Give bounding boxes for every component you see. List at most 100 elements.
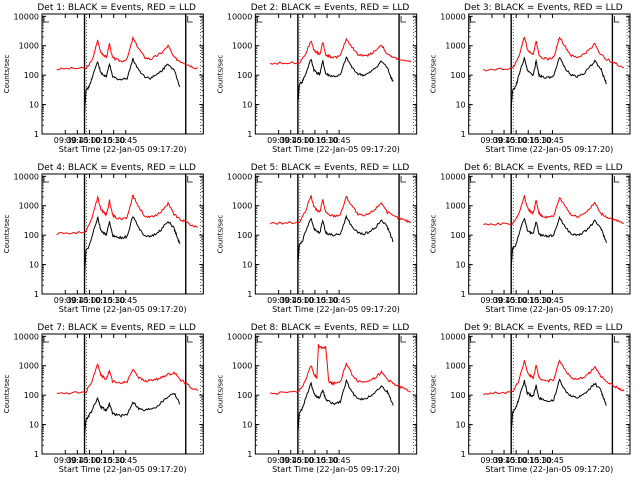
lld-series-line <box>269 195 412 225</box>
x-tick-label: 10:00 <box>505 136 528 145</box>
y-tick-label: 10 <box>242 261 252 270</box>
x-tick-label: 10:45 <box>541 136 564 145</box>
x-tick-label: 09:45 <box>66 456 89 465</box>
plot-frame <box>254 333 418 455</box>
x-tick-label: 10:15 <box>517 136 540 145</box>
y-tick-label: 1000 <box>232 362 252 371</box>
x-tick-label: 09:30 <box>480 456 503 465</box>
y-tick-label: 1 <box>34 290 39 299</box>
corner-marker <box>187 16 193 23</box>
lld-series-line <box>483 36 625 72</box>
panel-title: Det 2: BLACK = Events, RED = LLD <box>251 3 410 13</box>
x-tick-label: 09:45 <box>279 296 302 305</box>
y-tick-label: 100 <box>24 231 39 240</box>
panel-title: Det 3: BLACK = Events, RED = LLD <box>464 3 623 13</box>
lld-series-line <box>483 195 625 226</box>
lld-series-line <box>483 359 625 396</box>
panel-title: Det 9: BLACK = Events, RED = LLD <box>464 323 623 333</box>
x-tick-label: 10:00 <box>505 456 528 465</box>
plot-frame <box>468 173 631 295</box>
events-series-line <box>510 56 607 109</box>
y-tick-label: 10 <box>242 421 252 430</box>
panel-title: Det 6: BLACK = Events, RED = LLD <box>464 163 623 173</box>
x-tick-label: 09:30 <box>267 456 290 465</box>
y-tick-label: 1 <box>247 290 252 299</box>
corner-marker <box>470 16 476 23</box>
x-tick-label: 10:30 <box>529 136 552 145</box>
y-tick-label: 1 <box>247 130 252 139</box>
y-tick-label: 10 <box>455 101 465 110</box>
detector-panel: Det 3: BLACK = Events, RED = LLD 1 10 100 10… <box>430 3 631 154</box>
x-tick-label: 10:45 <box>541 296 564 305</box>
events-series-line <box>510 216 607 267</box>
x-tick-label: 10:15 <box>303 296 326 305</box>
y-tick-label: 10000 <box>440 172 465 181</box>
y-tick-label: 1000 <box>232 202 252 211</box>
y-tick-label: 100 <box>237 231 252 240</box>
x-axis-label: Start Time (22-Jan-05 09:17:20) <box>485 145 613 154</box>
x-tick-label: 09:45 <box>493 136 516 145</box>
x-tick-label: 10:00 <box>291 456 314 465</box>
detector-panel: Det 1: BLACK = Events, RED = LLD 1 10 100 10… <box>3 3 204 154</box>
y-tick-label: 1 <box>34 450 39 459</box>
y-tick-label: 1000 <box>19 42 39 51</box>
y-tick-label: 100 <box>237 71 252 80</box>
x-tick-label: 10:45 <box>328 456 351 465</box>
y-tick-label: 10000 <box>14 172 39 181</box>
corner-marker <box>187 336 193 343</box>
corner-marker <box>614 16 620 23</box>
x-tick-label: 10:15 <box>517 296 540 305</box>
x-axis-label: Start Time (22-Jan-05 09:17:20) <box>272 145 400 154</box>
x-tick-label: 10:45 <box>114 456 137 465</box>
y-axis-label: Counts/sec <box>3 375 11 414</box>
x-tick-label: 10:00 <box>291 296 314 305</box>
x-tick-label: 10:15 <box>90 136 113 145</box>
x-tick-label: 10:45 <box>328 136 351 145</box>
panel-title: Det 4: BLACK = Events, RED = LLD <box>37 163 196 173</box>
plot-frame <box>41 333 204 455</box>
panel-title: Det 5: BLACK = Events, RED = LLD <box>251 163 410 173</box>
detector-panel: Det 8: BLACK = Events, RED = LLD 1 10 100 10… <box>216 323 418 474</box>
corner-marker <box>470 176 476 183</box>
x-tick-label: 10:15 <box>303 456 326 465</box>
x-tick-label: 10:00 <box>78 456 101 465</box>
y-tick-label: 1000 <box>445 202 465 211</box>
detector-panel: Det 5: BLACK = Events, RED = LLD 1 10 100 10… <box>216 163 418 314</box>
corner-marker <box>400 176 407 183</box>
x-axis-label: Start Time (22-Jan-05 09:17:20) <box>59 145 187 154</box>
x-tick-label: 09:30 <box>54 296 77 305</box>
y-tick-label: 10 <box>29 421 39 430</box>
y-tick-label: 100 <box>450 71 465 80</box>
x-tick-label: 10:30 <box>529 456 552 465</box>
y-tick-label: 10000 <box>227 172 252 181</box>
y-axis-label: Counts/sec <box>216 55 224 94</box>
y-axis-label: Counts/sec <box>216 215 224 254</box>
y-tick-label: 10 <box>29 101 39 110</box>
y-tick-label: 10000 <box>440 12 465 21</box>
y-tick-label: 100 <box>24 71 39 80</box>
x-axis-label: Start Time (22-Jan-05 09:17:20) <box>485 305 613 314</box>
x-tick-label: 09:45 <box>279 136 302 145</box>
panel-title: Det 7: BLACK = Events, RED = LLD <box>37 323 196 333</box>
y-axis-label: Counts/sec <box>430 375 438 414</box>
events-series-line <box>84 216 181 277</box>
x-tick-label: 10:45 <box>114 136 137 145</box>
x-axis-label: Start Time (22-Jan-05 09:17:20) <box>59 305 187 314</box>
corner-marker <box>614 176 620 183</box>
y-tick-label: 100 <box>24 391 39 400</box>
x-tick-label: 10:30 <box>529 296 552 305</box>
plot-frame <box>254 13 418 135</box>
lld-series-line <box>269 37 412 65</box>
lld-series-line <box>56 194 198 236</box>
y-tick-label: 10 <box>29 261 39 270</box>
y-tick-label: 1000 <box>19 202 39 211</box>
x-tick-label: 09:30 <box>267 136 290 145</box>
y-tick-label: 1000 <box>445 362 465 371</box>
corner-marker <box>256 176 263 183</box>
x-tick-label: 10:15 <box>90 456 113 465</box>
corner-marker <box>43 16 49 23</box>
events-series-line <box>297 214 394 265</box>
x-axis-label: Start Time (22-Jan-05 09:17:20) <box>272 465 400 474</box>
x-tick-label: 10:00 <box>78 136 101 145</box>
detector-panel: Det 9: BLACK = Events, RED = LLD 1 10 100 10… <box>430 323 631 474</box>
